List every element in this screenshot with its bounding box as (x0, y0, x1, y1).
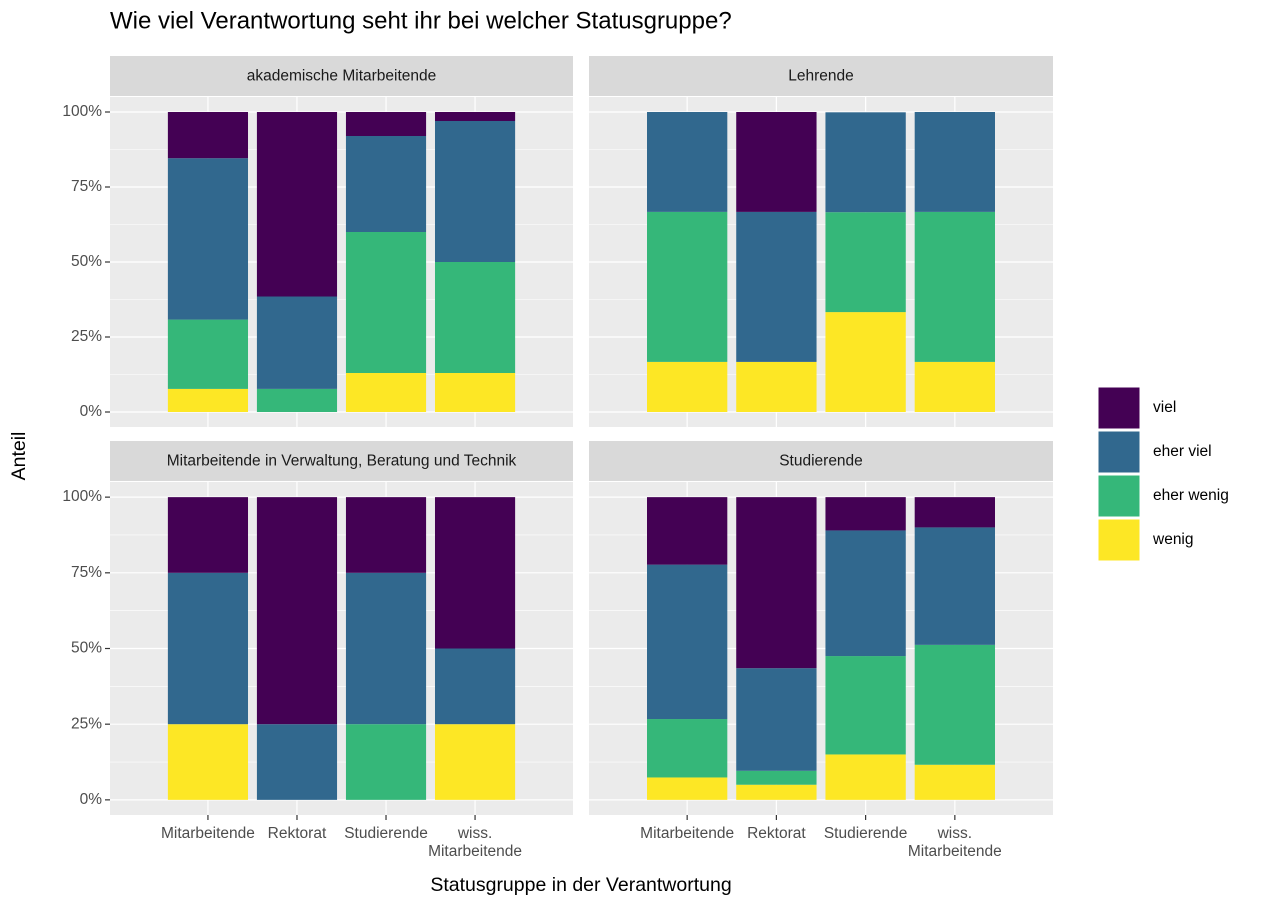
bar-segment (167, 388, 249, 412)
bar-segment (434, 724, 516, 800)
bar-segment (256, 388, 338, 412)
bar-segment (736, 770, 817, 785)
bar-segment (256, 296, 338, 389)
bar-segment (434, 648, 516, 725)
bar-segment (647, 564, 728, 720)
legend-label: eher viel (1153, 443, 1212, 460)
bar-segment (914, 644, 995, 765)
bar-segment (167, 112, 249, 159)
bar-segment (825, 656, 906, 755)
x-tick-label: Rektorat (747, 825, 806, 842)
bar-segment (825, 497, 906, 531)
y-tick-label: 25% (71, 715, 102, 732)
bar-segment (736, 784, 817, 800)
bar-segment (736, 112, 817, 212)
y-tick-label: 100% (62, 488, 102, 505)
y-axis-label: Anteil (8, 432, 30, 481)
bar-segment (434, 497, 516, 649)
bar-segment (434, 373, 516, 412)
y-tick-label: 0% (80, 403, 103, 420)
bar-segment (345, 136, 427, 232)
y-tick-label: 75% (71, 178, 102, 195)
bar-segment (914, 211, 995, 362)
y-tick-label: 0% (80, 791, 103, 808)
bar-segment (345, 497, 427, 573)
bar-segment (256, 497, 338, 725)
bar-segment (825, 754, 906, 800)
legend-label: wenig (1152, 531, 1194, 548)
bar-segment (914, 764, 995, 800)
bar-segment (914, 361, 995, 412)
x-tick-label: Studierende (344, 825, 428, 842)
bar-segment (825, 530, 906, 657)
bar-segment (345, 724, 427, 800)
bar-segment (647, 361, 728, 412)
strip-label: akademische Mitarbeitende (247, 68, 437, 85)
strip-label: Lehrende (788, 68, 854, 85)
x-tick-label: Mitarbeitende (640, 825, 735, 842)
bar-segment (167, 158, 249, 320)
bar-segment (167, 724, 249, 800)
bar-segment (647, 497, 728, 565)
bar-segment (345, 373, 427, 412)
y-tick-label: 50% (71, 640, 102, 657)
x-tick-label: Studierende (823, 825, 908, 842)
bar-segment (647, 777, 728, 800)
bar-segment (736, 497, 817, 669)
bar-segment (256, 112, 338, 297)
x-tick-label: Rektorat (267, 825, 327, 842)
y-tick-label: 75% (71, 564, 102, 581)
bar-segment (434, 121, 516, 262)
y-tick-label: 50% (71, 253, 102, 270)
strip-background (110, 441, 573, 481)
y-tick-label: 100% (62, 103, 102, 120)
bar-segment (736, 361, 817, 412)
strip-background (589, 441, 1053, 481)
bar-segment (647, 112, 728, 212)
bar-segment (825, 212, 906, 313)
legend-key (1097, 430, 1141, 474)
legend-key (1097, 518, 1141, 562)
bar-segment (914, 497, 995, 528)
bar-segment (825, 312, 906, 412)
bar-segment (914, 527, 995, 645)
bar-segment (167, 319, 249, 389)
legend-label: viel (1153, 399, 1176, 416)
bar-segment (345, 572, 427, 725)
strip-background (110, 56, 573, 96)
bar-segment (914, 112, 995, 212)
bar-segment (647, 719, 728, 778)
bar-segment (434, 262, 516, 373)
chart-title: Wie viel Verantwortung seht ihr bei welc… (110, 7, 732, 34)
bar-segment (167, 497, 249, 573)
bar-segment (256, 724, 338, 800)
y-tick-label: 25% (71, 328, 102, 345)
bar-segment (736, 211, 817, 362)
bar-segment (345, 112, 427, 136)
x-axis-label: Statusgruppe in der Verantwortung (430, 874, 731, 896)
bar-segment (167, 572, 249, 725)
x-tick-label: wiss. Mitarbeitende (428, 825, 522, 860)
strip-label: Studierende (779, 453, 863, 470)
legend-label: eher wenig (1153, 487, 1229, 504)
legend-key (1097, 474, 1141, 518)
strip-label: Mitarbeitende in Verwaltung, Beratung un… (167, 453, 517, 470)
strip-background (589, 56, 1053, 96)
bar-segment (647, 211, 728, 362)
x-tick-label: Mitarbeitende (160, 825, 255, 842)
bar-segment (434, 112, 516, 121)
bar-segment (825, 112, 906, 213)
legend-key (1097, 386, 1141, 430)
x-tick-label: wiss. Mitarbeitende (907, 825, 1002, 860)
bar-segment (345, 232, 427, 373)
bar-segment (736, 668, 817, 771)
